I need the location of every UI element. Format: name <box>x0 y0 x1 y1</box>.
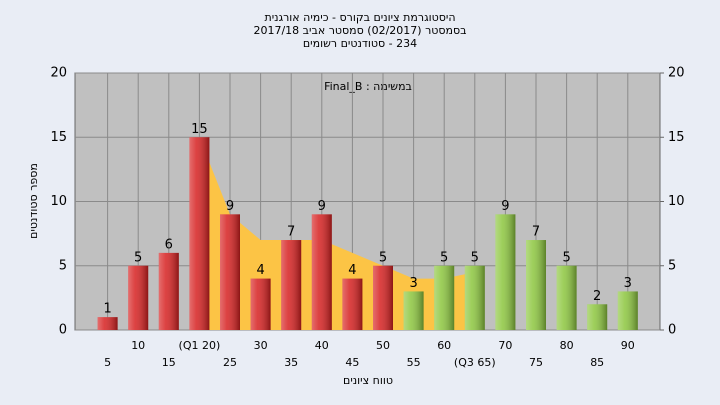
x-tick-label: 15 <box>162 356 176 369</box>
annotation: במשימה : Final_B <box>324 80 412 93</box>
bar-shade <box>281 240 302 330</box>
value-label: 4 <box>348 263 356 278</box>
bar-shade <box>342 278 363 330</box>
y-tick-label: 15 <box>50 130 67 145</box>
x-tick-label: 85 <box>590 356 604 369</box>
x-tick-label: 25 <box>223 356 237 369</box>
x-tick-label: 55 <box>407 356 421 369</box>
bar-shade <box>556 265 577 330</box>
bar-shade <box>464 265 485 330</box>
x-tick-label: 30 <box>254 339 268 352</box>
value-label: 9 <box>501 199 509 214</box>
y2-tick-label: 0 <box>668 323 676 338</box>
y-tick-label: 20 <box>50 66 67 81</box>
x-tick-label: 50 <box>376 339 390 352</box>
value-label: 5 <box>440 250 448 265</box>
y-tick-label: 5 <box>59 258 67 273</box>
x-tick-label: 75 <box>529 356 543 369</box>
bar-shade <box>617 291 638 330</box>
y-tick-label: 10 <box>50 194 67 209</box>
y-tick-label: 0 <box>59 323 67 338</box>
x-tick-label: 70 <box>498 339 512 352</box>
value-label: 5 <box>134 250 142 265</box>
value-label: 3 <box>624 276 632 291</box>
x-tick-label: 35 <box>284 356 298 369</box>
value-label: 5 <box>471 250 479 265</box>
value-label: 2 <box>593 289 601 304</box>
value-label: 6 <box>165 237 173 252</box>
value-label: 1 <box>103 302 111 317</box>
bar-shade <box>311 214 332 330</box>
x-tick-label: 60 <box>437 339 451 352</box>
value-label: 7 <box>287 225 295 240</box>
subtitle: בסמסטר (02/2017) סמסטר אביב 2017/18 <box>253 24 466 37</box>
x-tick-label: (Q3 65) <box>454 356 496 369</box>
bar-shade <box>434 265 455 330</box>
bar-shade <box>128 265 149 330</box>
value-label: 4 <box>256 263 264 278</box>
bar-shade <box>495 214 516 330</box>
bar-shade <box>189 137 210 330</box>
x-tick-label: 90 <box>621 339 635 352</box>
x-axis-label: טווח ציונים <box>343 374 393 387</box>
value-label: 7 <box>532 225 540 240</box>
x-tick-label: 40 <box>315 339 329 352</box>
bar-shade <box>526 240 546 330</box>
value-label: 9 <box>226 199 234 214</box>
value-label: 9 <box>318 199 326 214</box>
y2-tick-label: 20 <box>668 66 685 81</box>
x-tick-label: 80 <box>560 339 574 352</box>
value-label: 5 <box>562 250 570 265</box>
y2-tick-label: 15 <box>668 130 685 145</box>
y2-tick-label: 10 <box>668 194 685 209</box>
bar-shade <box>373 265 393 330</box>
chart-title: היסטוגרמת ציונים בקורס - כימיה אורגנית <box>264 11 455 24</box>
bar-shade <box>250 278 271 330</box>
bar-shade <box>220 214 240 330</box>
x-tick-label: 5 <box>104 356 111 369</box>
bar-shade <box>587 304 608 330</box>
value-label: 5 <box>379 250 387 265</box>
subtitle: 234 - סטודנטים רשומים <box>303 37 417 50</box>
bar-shade <box>403 291 424 330</box>
value-label: 15 <box>191 122 208 137</box>
y2-tick-label: 5 <box>668 258 676 273</box>
bar-shade <box>97 317 118 330</box>
y-axis-label: מספר סטודנטים <box>27 163 40 239</box>
bar-shade <box>158 252 179 330</box>
x-tick-label: 45 <box>345 356 359 369</box>
value-label: 3 <box>409 276 417 291</box>
x-tick-label: (Q1 20) <box>179 339 221 352</box>
x-tick-label: 10 <box>131 339 145 352</box>
